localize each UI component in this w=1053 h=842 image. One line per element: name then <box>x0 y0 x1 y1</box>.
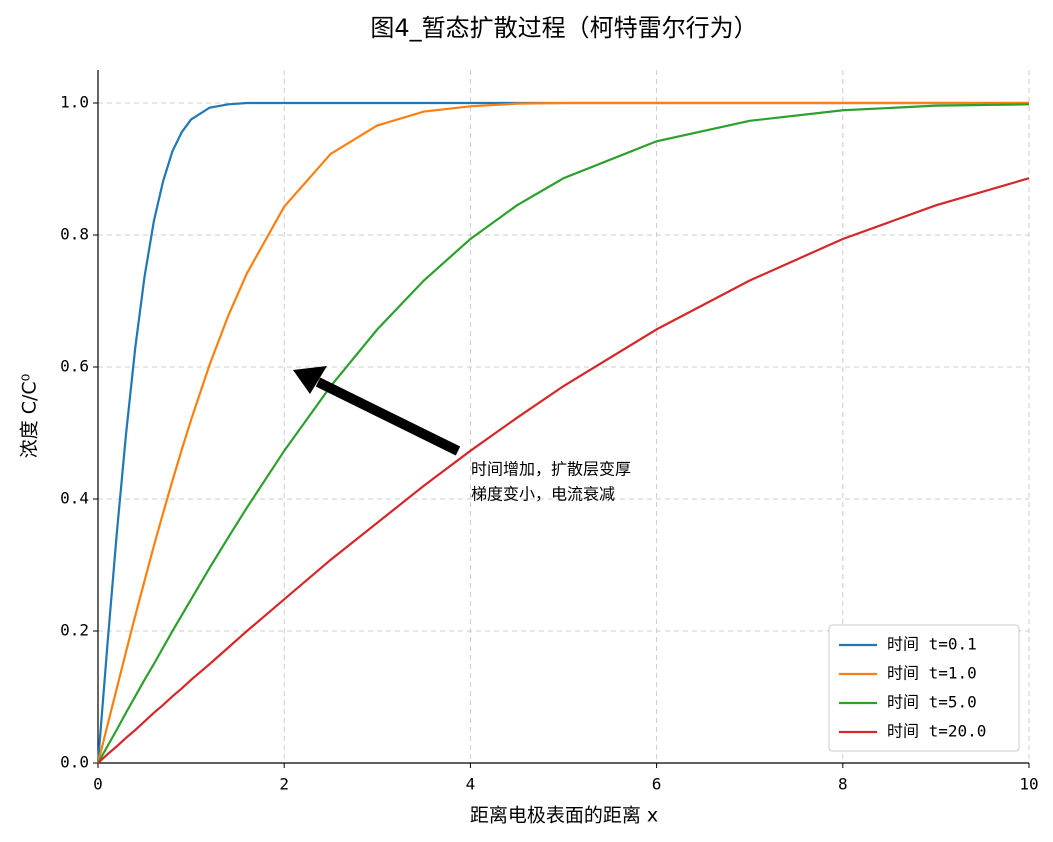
y-tick-label: 0.2 <box>60 621 89 640</box>
x-axis-label: 距离电极表面的距离 x <box>470 805 658 827</box>
legend-label: 时间 t=5.0 <box>887 693 977 712</box>
x-tick-label: 8 <box>838 775 848 794</box>
legend-label: 时间 t=0.1 <box>887 635 977 654</box>
series-line <box>96 101 1029 764</box>
series-line <box>97 177 1030 764</box>
legend-label: 时间 t=20.0 <box>887 722 986 741</box>
legend-label: 时间 t=1.0 <box>887 664 977 683</box>
annotation-arrowhead <box>293 366 327 394</box>
x-tick-label: 6 <box>652 775 662 794</box>
y-tick-label: 1.0 <box>60 93 89 112</box>
y-tick-label: 0.8 <box>60 225 89 244</box>
x-tick-label: 10 <box>1019 775 1038 794</box>
annotation-text: 梯度变小，电流衰减 <box>471 485 615 504</box>
y-tick-label: 0.6 <box>60 357 89 376</box>
chart-title: 图4_暂态扩散过程（柯特雷尔行为） <box>370 14 757 42</box>
x-tick-label: 2 <box>279 775 289 794</box>
legend-box <box>828 624 1020 752</box>
series-line <box>97 103 1030 764</box>
x-tick-label: 4 <box>466 775 476 794</box>
x-tick-label: 0 <box>93 775 103 794</box>
y-tick-label: 0.4 <box>60 489 89 508</box>
annotation-arrow <box>315 377 461 456</box>
y-tick-label: 0.0 <box>60 753 89 772</box>
annotation-text: 时间增加，扩散层变厚 <box>471 460 631 479</box>
y-axis-label: 浓度 C/C⁰ <box>19 374 41 459</box>
